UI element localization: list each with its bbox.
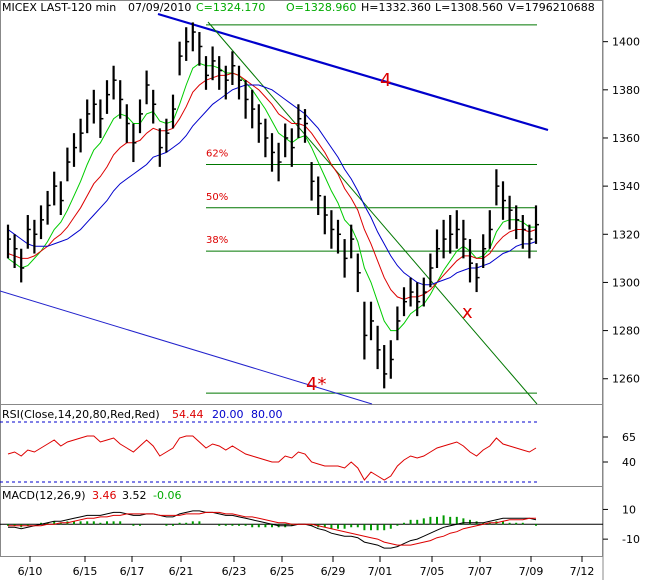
trendline-thick bbox=[157, 12, 549, 132]
wave-4-star-label: 4* bbox=[306, 374, 326, 395]
rsi-label: RSI(Close,14,20,80,Red,Red) bbox=[2, 408, 160, 421]
rsi-plot bbox=[0, 421, 537, 483]
macd-tick-label: 10 bbox=[622, 503, 636, 516]
trendline-decline bbox=[207, 21, 538, 405]
price-axis: 1400 1380 1360 1340 1320 1300 1280 1260 bbox=[603, 36, 640, 386]
date-axis: 6/10 6/15 6/17 6/21 6/23 6/25 6/29 7/01 7/05 7/07… bbox=[18, 556, 595, 578]
x-mark-label: x bbox=[462, 302, 473, 323]
open-value: O=1328.960 bbox=[286, 1, 356, 14]
date-tick-label: 6/10 bbox=[18, 565, 43, 578]
moving-averages bbox=[7, 62, 537, 332]
annotations: 4 4* x bbox=[306, 70, 473, 395]
date-tick-label: 7/09 bbox=[519, 565, 544, 578]
macd-plot bbox=[0, 510, 603, 549]
price-bars bbox=[6, 22, 539, 389]
moving-average-line bbox=[7, 72, 537, 300]
price-tick-label: 1400 bbox=[612, 36, 640, 49]
macd-panel-frame bbox=[0, 486, 603, 557]
fib-level-label: 62% bbox=[206, 148, 228, 159]
high-value: H=1332.360 bbox=[361, 1, 431, 14]
rsi-value: 54.44 bbox=[172, 408, 204, 421]
price-tick-label: 1320 bbox=[612, 228, 640, 241]
rsi-high-value: 80.00 bbox=[251, 408, 283, 421]
price-tick-label: 1340 bbox=[612, 180, 640, 193]
wave-4-label: 4 bbox=[380, 70, 391, 91]
trend-lines bbox=[0, 12, 549, 405]
rsi-header: RSI(Close,14,20,80,Red,Red) 54.44 20.00 … bbox=[2, 408, 283, 421]
macd-value-1: 3.46 bbox=[92, 489, 117, 502]
macd-axis: 10 -10 bbox=[603, 503, 640, 546]
fib-level-label: 50% bbox=[206, 192, 228, 203]
price-tick-label: 1360 bbox=[612, 132, 640, 145]
date-tick-label: 6/21 bbox=[169, 565, 194, 578]
rsi-line bbox=[7, 435, 537, 481]
date-tick-label: 7/01 bbox=[368, 565, 393, 578]
date-tick-label: 7/07 bbox=[468, 565, 493, 578]
macd-tick-label: -10 bbox=[622, 533, 640, 546]
date-tick-label: 6/17 bbox=[120, 565, 145, 578]
price-tick-label: 1380 bbox=[612, 84, 640, 97]
fib-level-label: 38% bbox=[206, 235, 228, 246]
macd-value-3: -0.06 bbox=[153, 489, 181, 502]
moving-average-line bbox=[7, 84, 537, 286]
low-value: L=1308.560 bbox=[435, 1, 503, 14]
price-panel-frame bbox=[0, 0, 603, 405]
macd-label: MACD(12,26,9) bbox=[2, 489, 86, 502]
price-tick-label: 1260 bbox=[612, 373, 640, 386]
rsi-low-value: 20.00 bbox=[212, 408, 244, 421]
volume-value: V=1796210688 bbox=[508, 1, 595, 14]
date-tick-label: 6/25 bbox=[270, 565, 295, 578]
rsi-tick-label: 65 bbox=[622, 431, 636, 444]
date-tick-label: 6/29 bbox=[321, 565, 346, 578]
price-header: MICEX LAST-120 min 07/09/2010 C=1324.170… bbox=[2, 1, 595, 14]
price-tick-label: 1280 bbox=[612, 325, 640, 338]
fibonacci-lines: 62% 50% 38% bbox=[206, 24, 537, 394]
macd-signal-line bbox=[8, 511, 536, 546]
close-value: C=1324.170 bbox=[196, 1, 265, 14]
rsi-tick-label: 40 bbox=[622, 456, 636, 469]
moving-average-line bbox=[7, 62, 536, 332]
date-label: 07/09/2010 bbox=[128, 1, 191, 14]
symbol-label: MICEX LAST-120 min bbox=[2, 1, 116, 14]
date-tick-label: 7/05 bbox=[420, 565, 445, 578]
macd-line bbox=[8, 510, 537, 549]
macd-header: MACD(12,26,9) 3.46 3.52 -0.06 bbox=[2, 489, 181, 502]
date-tick-label: 6/23 bbox=[222, 565, 247, 578]
price-tick-label: 1300 bbox=[612, 276, 640, 289]
date-tick-label: 6/15 bbox=[73, 565, 98, 578]
rsi-axis: 65 40 bbox=[603, 431, 636, 469]
date-tick-label: 7/12 bbox=[570, 565, 595, 578]
macd-value-2: 3.52 bbox=[122, 489, 147, 502]
trendline-lower bbox=[0, 290, 373, 405]
